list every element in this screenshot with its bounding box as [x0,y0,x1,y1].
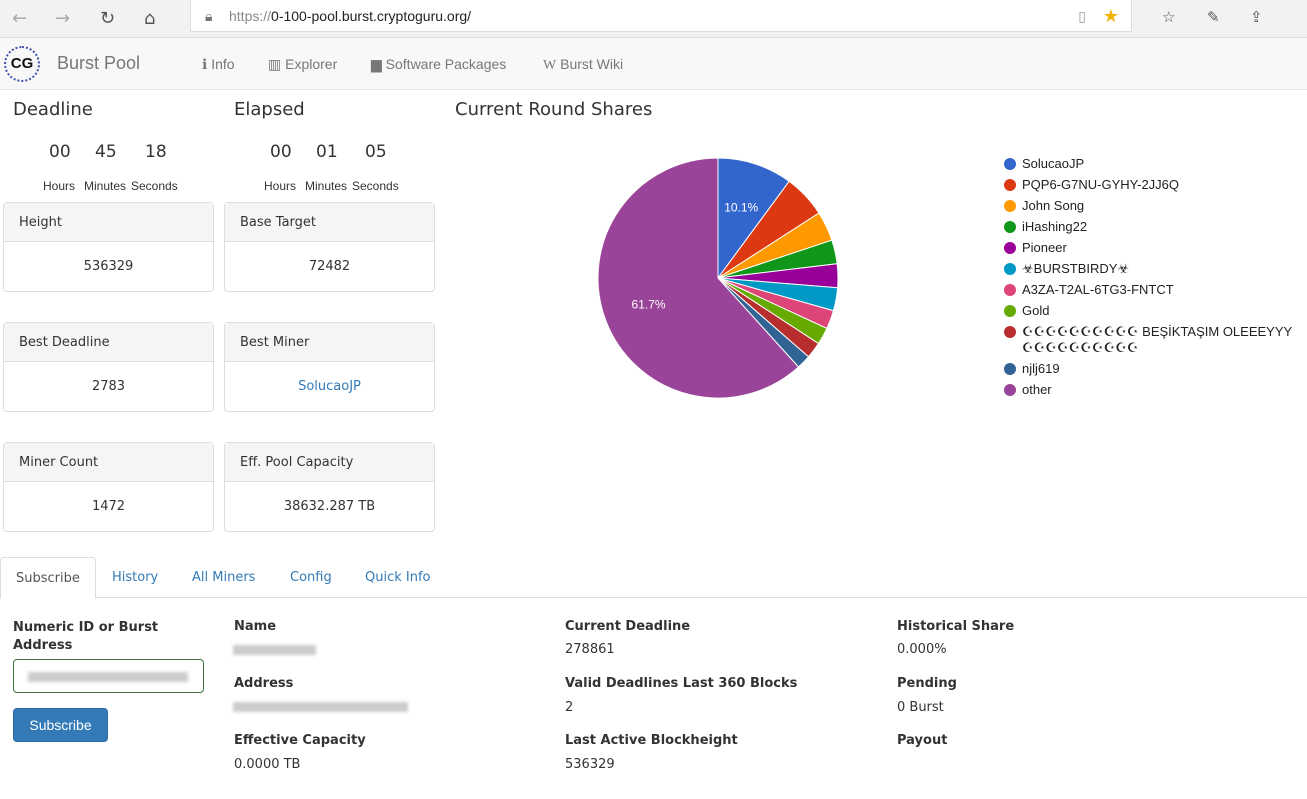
nav-burst-wiki[interactable]: W Burst Wiki [543,56,624,73]
legend-dot [1004,242,1016,254]
tab-subscribe[interactable]: Subscribe [0,557,96,599]
elapsed-seconds: 05 [365,142,387,162]
elapsed-title: Elapsed [234,99,305,120]
legend-item[interactable]: iHashing22 [1004,219,1294,235]
pie-chart: 10.1% 61.7% [597,157,839,399]
tab-history[interactable]: History [112,570,159,585]
legend-label: iHashing22 [1022,219,1088,234]
legend-label: PQP6-G7NU-GYHY-2JJ6Q [1022,177,1180,192]
legend-item[interactable]: John Song [1004,198,1294,214]
panel-best-deadline: Best Deadline 2783 [3,322,214,412]
elapsed-hours: 00 [270,142,292,162]
legend-item[interactable]: Gold [1004,303,1294,319]
address-input[interactable] [13,659,204,693]
home-icon[interactable]: ⌂ [144,8,156,29]
nav-software-packages[interactable]: ▆ Software Packages [371,56,507,72]
logo[interactable]: CG [4,46,40,82]
legend-label: ☣BURSTBIRDY☣ [1022,261,1130,276]
tab-bar: Subscribe History All Miners Config Quic… [0,557,1307,599]
tab-all-miners[interactable]: All Miners [192,570,256,585]
best-miner-link[interactable]: SolucaoJP [298,379,361,394]
pie-slice-0[interactable] [717,157,790,280]
legend-item[interactable]: A3ZA-T2AL-6TG3-FNTCT [1004,282,1294,298]
legend-dot [1004,384,1016,396]
navbar: CG Burst Pool ℹ Info ▥ Explorer ▆ Softwa… [0,38,1307,90]
lock-icon: 🔒︎ [205,8,213,24]
legend-dot [1004,263,1016,275]
legend-dot [1004,158,1016,170]
brand[interactable]: Burst Pool [57,53,141,73]
legend-dot [1004,179,1016,191]
legend-label: John Song [1022,198,1085,213]
legend-dot [1004,363,1016,375]
legend-dot [1004,326,1016,338]
tab-config[interactable]: Config [290,570,332,585]
panel-height: Height 536329 [3,202,214,292]
subscribe-button[interactable]: Subscribe [13,708,108,742]
address-bar[interactable]: 🔒︎ https://0-100-pool.burst.cryptoguru.o… [190,0,1132,32]
share-icon[interactable]: ⇪ [1250,8,1263,26]
legend-label: SolucaoJP [1022,156,1085,171]
legend-label: A3ZA-T2AL-6TG3-FNTCT [1022,282,1174,297]
panel-best-miner: Best Miner SolucaoJP [224,322,435,412]
deadline-hours: 00 [49,142,71,162]
address-value-blurred [233,702,408,712]
deadline-seconds: 18 [145,142,167,162]
favorite-star-icon[interactable]: ★ [1102,6,1119,26]
chart-title: Current Round Shares [455,99,653,120]
tab-quick-info[interactable]: Quick Info [365,570,431,585]
pie-slice-10[interactable] [597,157,800,399]
legend-item[interactable]: njlj619 [1004,361,1294,377]
elapsed-minutes: 01 [316,142,338,162]
legend-item[interactable]: PQP6-G7NU-GYHY-2JJ6Q [1004,177,1294,193]
legend-label: Gold [1022,303,1050,318]
reading-view-icon[interactable]: ▯ [1078,8,1086,24]
legend-label: other [1022,382,1052,397]
legend-label: Pioneer [1022,240,1067,255]
pie-data-label: 10.1% [724,200,758,214]
refresh-icon[interactable]: ↻ [100,8,116,29]
pen-icon[interactable]: ✎ [1207,8,1220,26]
legend-dot [1004,221,1016,233]
favorites-icon[interactable]: ☆ [1162,8,1176,26]
legend-item[interactable]: ☪☪☪☪☪☪☪☪☪☪ BEŞİKTAŞIM OLEEEYYY ☪☪☪☪☪☪☪☪☪… [1004,324,1294,356]
panel-miner-count: Miner Count 1472 [3,442,214,532]
nav-explorer[interactable]: ▥ Explorer [268,56,338,72]
legend-item[interactable]: other [1004,382,1294,398]
legend-label: ☪☪☪☪☪☪☪☪☪☪ BEŞİKTAŞIM OLEEEYYY ☪☪☪☪☪☪☪☪☪… [1022,324,1292,355]
info-icon: ℹ [202,56,208,72]
forward-icon[interactable]: → [55,8,71,29]
bar-chart-icon: ▥ [268,56,282,72]
legend-dot [1004,305,1016,317]
legend-item[interactable]: SolucaoJP [1004,156,1294,172]
panel-pool-capacity: Eff. Pool Capacity 38632.287 TB [224,442,435,532]
nav-info[interactable]: ℹ Info [202,56,235,72]
pie-data-label: 61.7% [632,298,666,312]
briefcase-icon: ▆ [371,56,382,72]
legend-dot [1004,284,1016,296]
legend-label: njlj619 [1022,361,1060,376]
deadline-minutes: 45 [95,142,117,162]
deadline-title: Deadline [13,99,93,120]
legend-item[interactable]: ☣BURSTBIRDY☣ [1004,261,1294,277]
subscribe-label: Numeric ID or Burst Address [13,620,159,653]
wikipedia-icon: W [543,58,557,73]
legend-dot [1004,200,1016,212]
back-icon[interactable]: ← [12,8,28,29]
chart-legend: SolucaoJP PQP6-G7NU-GYHY-2JJ6Q John Song iH… [1004,156,1294,403]
panel-base-target: Base Target 72482 [224,202,435,292]
browser-toolbar: ← → ↻ ⌂ 🔒︎ https://0-100-pool.burst.cryp… [0,0,1307,38]
name-value-blurred [233,645,316,655]
legend-item[interactable]: Pioneer [1004,240,1294,256]
